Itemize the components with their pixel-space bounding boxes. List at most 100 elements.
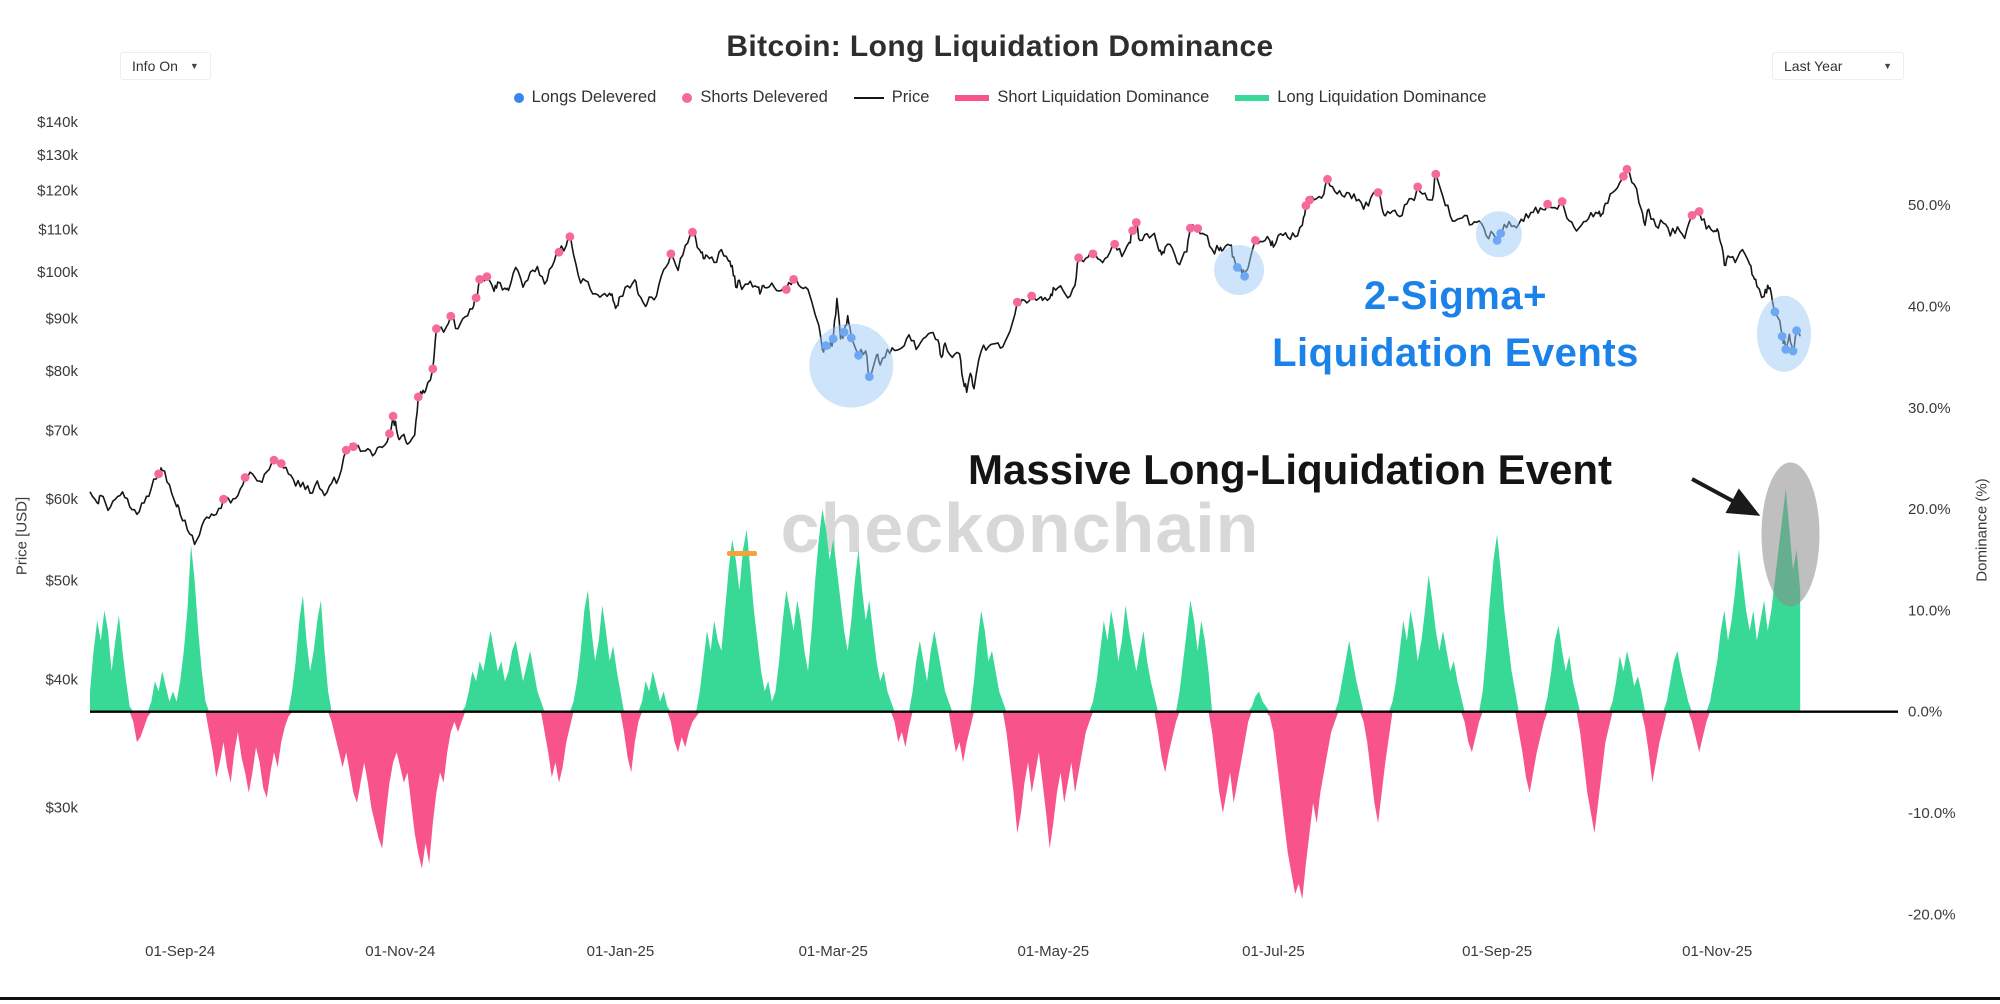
dominance-axis-title: Dominance (%) (1973, 478, 1991, 582)
watermark: checkonchain (780, 489, 1260, 567)
annotation-arrow (1691, 477, 1761, 516)
caret-down-icon: ▼ (1883, 61, 1892, 71)
sigma-event-highlight (1214, 245, 1265, 295)
date-axis-tick: 01-Sep-24 (145, 943, 215, 960)
legend-thickline-green-icon (1235, 94, 1270, 101)
timerange-dropdown-label: Last Year (1784, 58, 1843, 74)
price-line (89, 168, 1801, 546)
shorts-delevered-dot (388, 411, 398, 421)
price-axis-tick: $100k (37, 264, 78, 281)
watermark-accent-bar (727, 551, 757, 556)
shorts-delevered-dot (432, 324, 441, 334)
shorts-delevered-dot (1687, 211, 1697, 220)
shorts-delevered-dot (446, 311, 456, 321)
shorts-delevered-dot (1373, 188, 1383, 197)
legend-item-long-liquidation-dominance[interactable]: Long Liquidation Dominance (1235, 88, 1486, 107)
shorts-delevered-dot (1694, 207, 1704, 216)
dominance-axis-tick: 0.0% (1908, 704, 1942, 721)
shorts-delevered-dot (1543, 199, 1552, 209)
info-dropdown[interactable]: Info On ▼ (120, 52, 211, 80)
legend-label: Shorts Delevered (700, 88, 828, 106)
annotation-massive-event: Massive Long-Liquidation Event (967, 446, 1613, 493)
price-axis-tick: $120k (37, 183, 78, 200)
legend-thickline-pink-icon (955, 94, 990, 101)
shorts-delevered-dot (688, 227, 697, 237)
shorts-delevered-dot (413, 392, 423, 402)
date-axis-tick: 01-Jan-25 (587, 943, 655, 960)
caret-down-icon: ▼ (189, 61, 199, 71)
legend-label: Long Liquidation Dominance (1277, 88, 1487, 106)
legend-item-price[interactable]: Price (853, 88, 930, 107)
annotation-2sigma-line2: Liquidation Events (1272, 331, 1639, 375)
short-liquidation-dominance-area (90, 711, 1801, 900)
price-axis-tick: $70k (45, 423, 78, 440)
dominance-axis-tick: -10.0% (1908, 805, 1956, 822)
shorts-delevered-dot (349, 442, 358, 452)
page-title: Bitcoin: Long Liquidation Dominance (726, 30, 1274, 63)
shorts-delevered-dot (666, 249, 676, 259)
shorts-delevered-dot (1323, 174, 1332, 184)
price-axis-tick: $80k (45, 363, 78, 380)
legend-dot-pink-icon (682, 92, 693, 103)
legend-item-shorts-delevered[interactable]: Shorts Delevered (682, 88, 828, 107)
shorts-delevered-dot (240, 473, 250, 482)
shorts-delevered-dot (1128, 226, 1138, 236)
shorts-delevered-dot (1557, 197, 1567, 206)
shorts-delevered-dot (1131, 218, 1141, 227)
sigma-event-highlight (1475, 211, 1522, 258)
shorts-delevered-dot (269, 455, 279, 465)
shorts-delevered-dot (341, 445, 351, 455)
chart-legend: Longs Delevered Shorts Delevered Price S… (0, 88, 2000, 107)
shorts-delevered-dot (1413, 182, 1423, 192)
dominance-axis-tick: 10.0% (1908, 602, 1951, 619)
price-axis-tick: $60k (45, 491, 78, 508)
sigma-event-highlight (809, 323, 894, 408)
long-liquidation-dominance-area (90, 488, 1801, 712)
price-axis-title: Price [USD] (13, 496, 31, 576)
shorts-delevered-dot (1251, 236, 1260, 245)
shorts-delevered-dot (1622, 164, 1632, 174)
shorts-delevered-dot (565, 232, 575, 242)
legend-label: Price (891, 88, 930, 106)
legend-line-icon (853, 96, 884, 99)
shorts-delevered-dot (1110, 239, 1120, 249)
shorts-delevered-dot (781, 285, 791, 294)
legend-label: Short Liquidation Dominance (997, 88, 1210, 106)
shorts-delevered-dot (154, 469, 164, 479)
timerange-dropdown[interactable]: Last Year ▼ (1772, 52, 1904, 80)
shorts-delevered-dot (554, 247, 564, 257)
shorts-delevered-dot (1186, 223, 1195, 233)
sigma-event-highlight (1757, 295, 1811, 372)
price-axis-tick: $140k (37, 114, 78, 131)
price-axis-tick: $90k (45, 311, 78, 328)
legend-label: Longs Delevered (531, 88, 657, 106)
legend-dot-blue-icon (513, 92, 524, 103)
price-axis-tick: $50k (45, 572, 78, 589)
dominance-axis-tick: 30.0% (1908, 400, 1951, 417)
date-axis-tick: 01-May-25 (1017, 943, 1089, 960)
shorts-delevered-dot (1088, 249, 1098, 259)
legend-item-short-liquidation-dominance[interactable]: Short Liquidation Dominance (955, 88, 1209, 107)
shorts-delevered-dot (219, 494, 228, 504)
shorts-delevered-dot (1431, 169, 1441, 179)
shorts-delevered-dot (482, 272, 492, 282)
price-axis-tick: $130k (37, 147, 78, 164)
price-axis-tick: $110k (38, 221, 78, 238)
shorts-delevered-dot (1027, 291, 1037, 301)
price-axis-tick: $30k (45, 800, 78, 817)
info-dropdown-label: Info On (132, 58, 178, 74)
price-axis-tick: $40k (45, 672, 78, 689)
dominance-axis-tick: -20.0% (1908, 906, 1956, 923)
shorts-delevered-dot (471, 293, 481, 303)
annotation-2sigma-events: 2-Sigma+ Liquidation Events (1233, 268, 1678, 382)
shorts-delevered-dot (428, 364, 438, 374)
shorts-delevered-dot (1012, 297, 1022, 307)
date-axis-tick: 01-Nov-25 (1682, 943, 1752, 960)
legend-item-longs-delevered[interactable]: Longs Delevered (513, 88, 657, 107)
dominance-axis-tick: 40.0% (1908, 299, 1951, 316)
bottom-border (0, 997, 2000, 1000)
shorts-delevered-dot (276, 459, 286, 468)
dominance-axis-tick: 50.0% (1908, 197, 1951, 214)
date-axis-tick: 01-Mar-25 (799, 943, 868, 960)
